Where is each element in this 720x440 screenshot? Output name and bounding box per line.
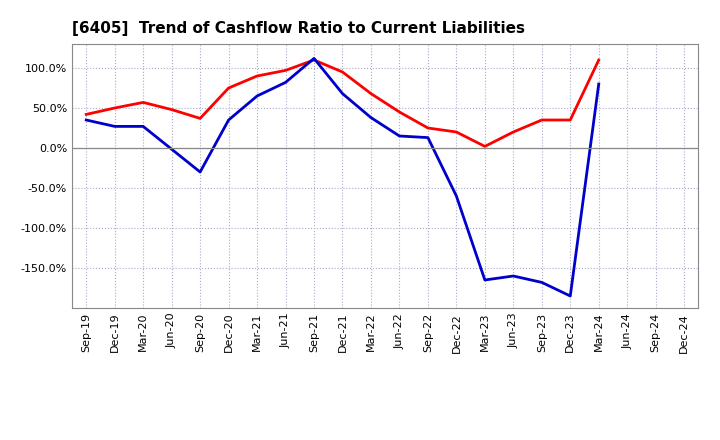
Operating CF to Current Liabilities bbox=[509, 129, 518, 135]
Operating CF to Current Liabilities bbox=[452, 129, 461, 135]
Free CF to Current Liabilities bbox=[82, 117, 91, 123]
Operating CF to Current Liabilities bbox=[395, 110, 404, 115]
Operating CF to Current Liabilities bbox=[110, 105, 119, 110]
Free CF to Current Liabilities bbox=[139, 124, 148, 129]
Operating CF to Current Liabilities bbox=[366, 91, 375, 96]
Free CF to Current Liabilities bbox=[595, 81, 603, 87]
Free CF to Current Liabilities bbox=[310, 56, 318, 61]
Free CF to Current Liabilities bbox=[196, 169, 204, 175]
Line: Free CF to Current Liabilities: Free CF to Current Liabilities bbox=[86, 59, 599, 296]
Free CF to Current Liabilities bbox=[509, 273, 518, 279]
Free CF to Current Liabilities bbox=[225, 117, 233, 123]
Free CF to Current Liabilities bbox=[253, 93, 261, 99]
Free CF to Current Liabilities bbox=[452, 193, 461, 198]
Operating CF to Current Liabilities bbox=[225, 85, 233, 91]
Operating CF to Current Liabilities bbox=[167, 107, 176, 112]
Free CF to Current Liabilities bbox=[282, 80, 290, 85]
Free CF to Current Liabilities bbox=[338, 91, 347, 96]
Operating CF to Current Liabilities bbox=[423, 125, 432, 131]
Free CF to Current Liabilities bbox=[366, 115, 375, 120]
Free CF to Current Liabilities bbox=[537, 280, 546, 285]
Free CF to Current Liabilities bbox=[566, 293, 575, 299]
Operating CF to Current Liabilities bbox=[196, 116, 204, 121]
Operating CF to Current Liabilities bbox=[537, 117, 546, 123]
Free CF to Current Liabilities bbox=[110, 124, 119, 129]
Free CF to Current Liabilities bbox=[480, 277, 489, 282]
Operating CF to Current Liabilities bbox=[253, 73, 261, 79]
Operating CF to Current Liabilities bbox=[310, 57, 318, 62]
Operating CF to Current Liabilities bbox=[338, 70, 347, 75]
Line: Operating CF to Current Liabilities: Operating CF to Current Liabilities bbox=[86, 60, 599, 147]
Operating CF to Current Liabilities bbox=[82, 112, 91, 117]
Operating CF to Current Liabilities bbox=[282, 68, 290, 73]
Free CF to Current Liabilities bbox=[423, 135, 432, 140]
Text: [6405]  Trend of Cashflow Ratio to Current Liabilities: [6405] Trend of Cashflow Ratio to Curren… bbox=[72, 21, 525, 36]
Free CF to Current Liabilities bbox=[395, 133, 404, 139]
Operating CF to Current Liabilities bbox=[595, 57, 603, 62]
Operating CF to Current Liabilities bbox=[480, 144, 489, 149]
Operating CF to Current Liabilities bbox=[139, 100, 148, 105]
Operating CF to Current Liabilities bbox=[566, 117, 575, 123]
